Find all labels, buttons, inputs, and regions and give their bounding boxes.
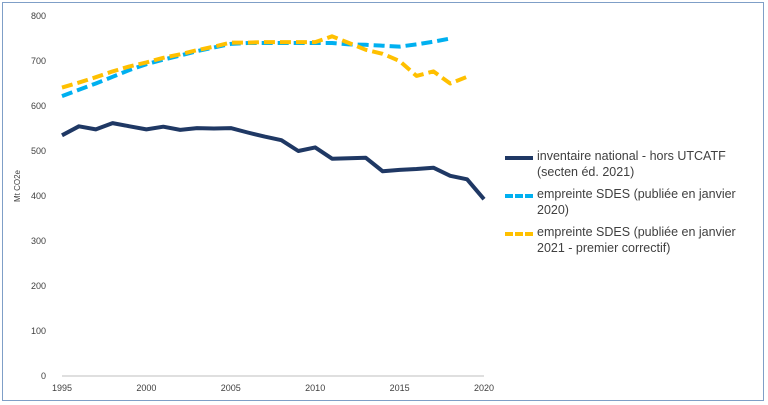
y-tick-label: 400 <box>31 191 46 201</box>
x-tick-label: 2000 <box>136 383 156 393</box>
y-axis-ticks: 0 100 200 300 400 500 600 700 800 <box>31 11 46 381</box>
series-inventaire-line <box>61 121 486 201</box>
y-tick-label: 0 <box>41 371 46 381</box>
x-tick-label: 2015 <box>390 383 410 393</box>
x-tick-label: 2020 <box>474 383 494 393</box>
legend-swatch-inventaire <box>505 156 533 160</box>
y-tick-label: 100 <box>31 326 46 336</box>
y-tick-label: 500 <box>31 146 46 156</box>
x-tick-label: 1995 <box>52 383 72 393</box>
x-tick-label: 2010 <box>305 383 325 393</box>
legend-item-sdes-2021: empreinte SDES (publiée en janvier 2021 … <box>505 224 763 256</box>
y-tick-label: 700 <box>31 56 46 66</box>
legend-item-inventaire: inventaire national - hors UTCATF (secte… <box>505 148 763 180</box>
series-lines <box>61 34 486 201</box>
y-tick-label: 600 <box>31 101 46 111</box>
y-tick-label: 300 <box>31 236 46 246</box>
legend-swatch-sdes-2020 <box>505 194 533 198</box>
y-tick-label: 200 <box>31 281 46 291</box>
legend-label-inventaire: inventaire national - hors UTCATF (secte… <box>537 149 726 179</box>
y-axis-label: Mt CO2e <box>13 169 22 202</box>
legend-swatch-sdes-2021 <box>505 232 533 236</box>
x-tick-label: 2005 <box>221 383 241 393</box>
legend-item-sdes-2020: empreinte SDES (publiée en janvier 2020) <box>505 186 763 218</box>
x-axis-ticks: 1995 2000 2005 2010 2015 2020 <box>52 383 494 393</box>
y-tick-label: 800 <box>31 11 46 21</box>
legend-label-sdes-2020: empreinte SDES (publiée en janvier 2020) <box>537 187 736 217</box>
series-sdes-2021-line <box>61 34 468 90</box>
series-sdes-2020-line <box>61 36 451 98</box>
legend-label-sdes-2021: empreinte SDES (publiée en janvier 2021 … <box>537 225 736 255</box>
legend: inventaire national - hors UTCATF (secte… <box>505 148 763 262</box>
